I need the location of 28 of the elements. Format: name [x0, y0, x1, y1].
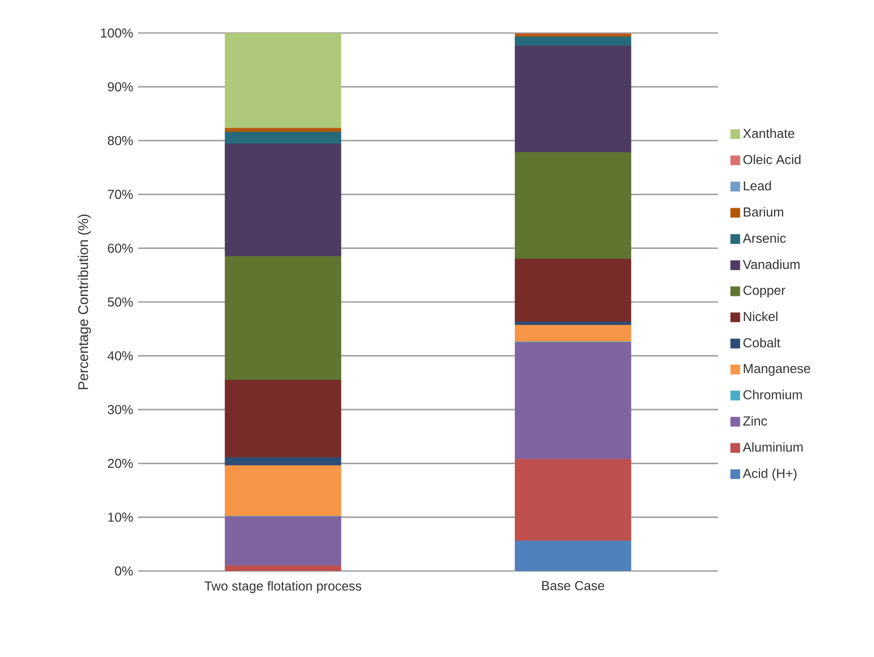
legend-label: Aluminium: [742, 442, 803, 452]
legend-label: Chromium: [743, 390, 802, 400]
legend-label: Arsenic: [742, 233, 786, 243]
legend-label: Lead: [744, 180, 771, 190]
y-tick-label: 10%: [108, 512, 133, 522]
y-tick-label: 60%: [108, 244, 133, 253]
y-axis-title: Percentage Contribution (%): [78, 214, 91, 390]
y-tick-label: 100%: [101, 28, 133, 38]
y-tick-label: 30%: [108, 404, 133, 414]
y-tick-label: 80%: [108, 136, 133, 146]
y-tick-label: 0%: [115, 566, 133, 576]
x-tick-label: Two stage flotation process: [204, 581, 362, 594]
legend-label: Nickel: [744, 312, 778, 322]
x-tick-label: Base Case: [542, 581, 604, 590]
y-tick-label: 40%: [108, 351, 133, 360]
legend-label: Barium: [744, 207, 784, 217]
legend-label: Cobalt: [743, 338, 780, 348]
legend-label: Xanthate: [743, 128, 794, 138]
y-tick-label: 70%: [108, 190, 133, 199]
legend-label: Vanadium: [742, 260, 800, 270]
legend-label: Manganese: [744, 364, 810, 376]
legend-label: Acid (H+): [742, 468, 797, 481]
y-tick-label: 90%: [108, 82, 133, 92]
legend-label: Oleic Acid: [743, 154, 800, 164]
legend-label: Zinc: [743, 416, 768, 426]
y-tick-label: 50%: [108, 297, 133, 307]
legend-label: Copper: [743, 286, 786, 298]
y-tick-label: 20%: [108, 458, 133, 468]
